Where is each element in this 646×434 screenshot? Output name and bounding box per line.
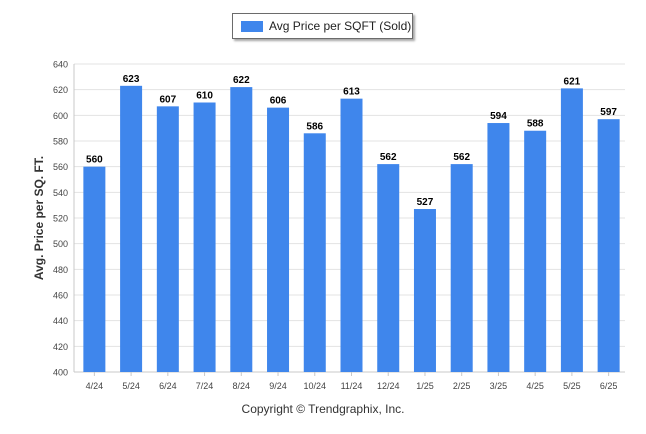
x-tick-label: 5/25 <box>563 381 581 391</box>
y-tick-label: 480 <box>53 265 68 275</box>
data-label: 594 <box>490 111 507 122</box>
data-label: 597 <box>600 107 617 118</box>
x-tick-label: 5/24 <box>122 381 140 391</box>
bar <box>450 164 473 372</box>
y-tick-label: 640 <box>53 60 68 70</box>
data-label: 588 <box>527 119 544 130</box>
bar <box>413 209 436 372</box>
data-label: 562 <box>453 152 470 163</box>
y-tick-label: 460 <box>53 291 68 301</box>
data-label: 622 <box>233 75 250 86</box>
x-tick-label: 1/25 <box>416 381 434 391</box>
x-tick-label: 9/24 <box>269 381 287 391</box>
data-label: 527 <box>417 197 434 208</box>
y-tick-label: 600 <box>53 111 68 121</box>
bar <box>377 164 400 372</box>
bar <box>340 98 363 373</box>
data-label: 621 <box>564 76 581 87</box>
x-tick-label: 3/25 <box>490 381 508 391</box>
legend-label: Avg Price per SQFT (Sold) <box>269 19 412 33</box>
y-tick-label: 620 <box>53 85 68 95</box>
copyright-text: Copyright © Trendgraphix, Inc. <box>241 402 405 416</box>
data-label: 606 <box>270 96 287 107</box>
x-tick-label: 4/25 <box>526 381 544 391</box>
data-label: 586 <box>306 121 323 132</box>
y-axis-title: Avg. Price per SQ. FT. <box>32 156 46 280</box>
data-label: 607 <box>159 94 176 105</box>
y-tick-label: 440 <box>53 316 68 326</box>
bar <box>120 85 143 373</box>
data-label: 560 <box>86 155 103 166</box>
y-tick-label: 520 <box>53 214 68 224</box>
y-tick-label: 540 <box>53 188 68 198</box>
x-tick-label: 4/24 <box>86 381 104 391</box>
x-tick-label: 11/24 <box>341 381 363 391</box>
data-label: 562 <box>380 152 397 163</box>
bar <box>193 102 216 372</box>
bar-chart-plot: 400 420 440 460 480 500 520 540 560 580 600 620 640 A… <box>32 60 625 391</box>
x-tick-label: 8/24 <box>233 381 251 391</box>
data-label: 623 <box>123 74 140 85</box>
x-tick-label: 7/24 <box>196 381 214 391</box>
bar <box>597 119 620 372</box>
y-tick-label: 580 <box>53 137 68 147</box>
y-tick-label: 420 <box>53 342 68 352</box>
bar <box>156 106 179 372</box>
x-tick-label: 10/24 <box>304 381 327 391</box>
legend-swatch <box>241 21 263 32</box>
bar <box>524 130 547 372</box>
data-label: 613 <box>343 87 360 98</box>
x-tick-label: 12/24 <box>377 381 400 391</box>
data-label: 610 <box>196 91 213 102</box>
bar <box>303 133 326 372</box>
x-tick-label: 6/24 <box>159 381 177 391</box>
legend[interactable]: Avg Price per SQFT (Sold) <box>232 13 413 39</box>
bar <box>83 166 106 372</box>
y-tick-label: 400 <box>53 368 68 378</box>
bar <box>267 107 290 372</box>
bar <box>560 88 583 372</box>
y-tick-label: 500 <box>53 239 68 249</box>
x-tick-label: 2/25 <box>453 381 471 391</box>
bar <box>230 87 253 372</box>
bar <box>487 123 510 373</box>
x-tick-label: 6/25 <box>600 381 618 391</box>
y-tick-label: 560 <box>53 162 68 172</box>
